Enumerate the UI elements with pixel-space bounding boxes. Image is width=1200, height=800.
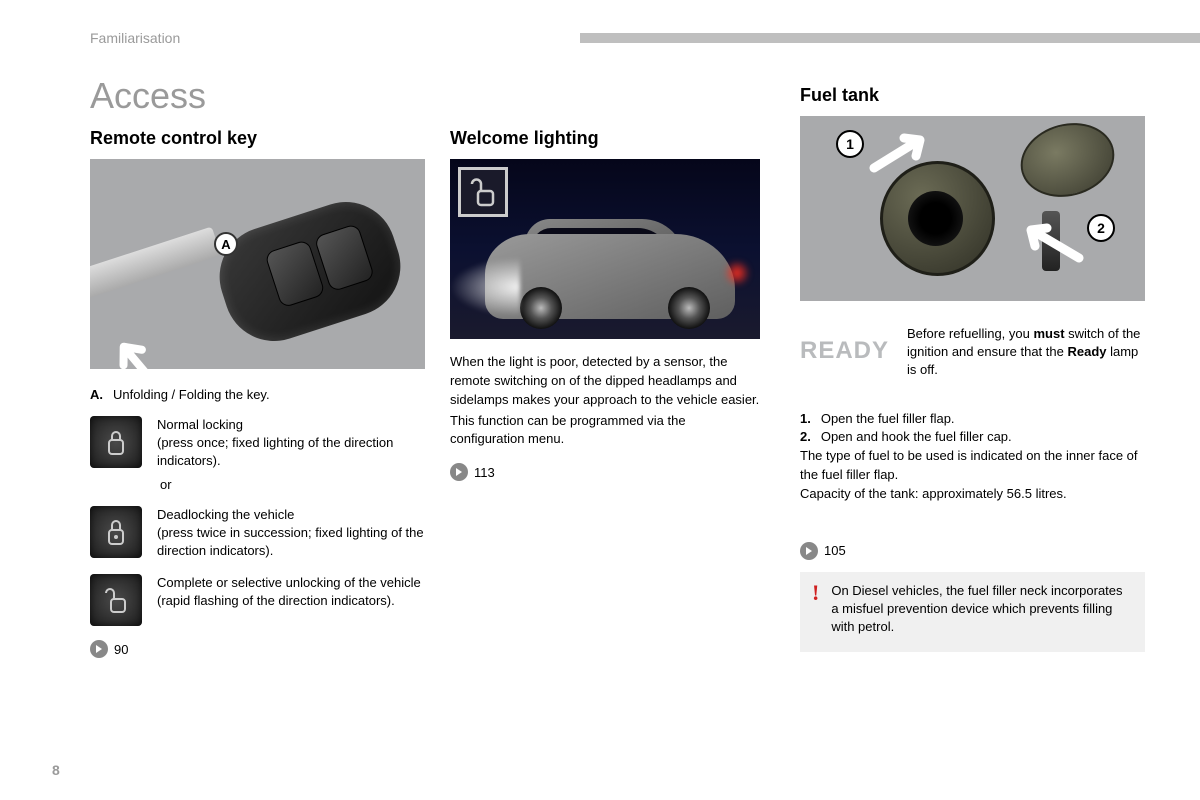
heading-welcome-lighting: Welcome lighting (450, 128, 760, 149)
step2-text: Open and hook the fuel filler cap. (821, 428, 1012, 447)
fob-button-unlock-icon (314, 223, 376, 292)
fob-button-lock-icon (264, 239, 326, 308)
item-a: A. Unfolding / Folding the key. (90, 387, 425, 402)
item-a-text: Unfolding / Folding the key. (113, 387, 270, 402)
step-1: 1. Open the fuel filler flap. (800, 410, 1145, 429)
welcome-para1: When the light is poor, detected by a se… (450, 353, 760, 410)
page-ref-icon (800, 542, 818, 560)
callout-badge-a: A (214, 232, 238, 256)
heading-fuel-tank: Fuel tank (800, 85, 1145, 106)
headlight-glow (450, 257, 520, 317)
column-fuel-tank: Fuel tank 1 2 READY Before refuelling, y… (800, 85, 1145, 652)
step1-text: Open the fuel filler flap. (821, 410, 955, 429)
deadlock-icon (90, 506, 142, 558)
ready-bold2: Ready (1067, 344, 1106, 359)
callout-badge-2: 2 (1087, 214, 1115, 242)
section-header: Familiarisation (90, 30, 180, 46)
step2-num: 2. (800, 428, 811, 447)
row-deadlocking: Deadlocking the vehicle (press twice in … (90, 506, 425, 561)
page-ref-number: 90 (114, 642, 128, 657)
unlock-desc: Complete or selective unlocking of the v… (157, 574, 421, 626)
ready-must: must (1033, 326, 1064, 341)
welcome-para2: This function can be programmed via the … (450, 412, 760, 450)
step1-num: 1. (800, 410, 811, 429)
page-ref-icon (450, 463, 468, 481)
lock-open-icon (90, 574, 142, 626)
row-normal-locking: Normal locking (press once; fixed lighti… (90, 416, 425, 471)
unlock-inset-icon (458, 167, 508, 217)
unlock-detail: (rapid flashing of the direction indicat… (157, 593, 395, 608)
header-bar (580, 33, 1200, 43)
fuel-cap-open (1012, 116, 1122, 207)
taillight-glow (722, 261, 752, 285)
ready-row: READY Before refuelling, you must switch… (800, 325, 1145, 380)
image-fuel-tank: 1 2 (800, 116, 1145, 301)
page-ref-90: 90 (90, 640, 425, 658)
fuel-type-text: The type of fuel to be used is indicated… (800, 447, 1145, 485)
deadlock-detail: (press twice in succession; fixed lighti… (157, 525, 424, 558)
heading-remote-key: Remote control key (90, 128, 425, 149)
warning-icon: ! (812, 582, 819, 637)
column-remote-key: Remote control key A A. Unfolding / Fold… (90, 128, 425, 658)
page-ref-icon (90, 640, 108, 658)
lock-desc: Normal locking (press once; fixed lighti… (157, 416, 425, 471)
deadlock-title: Deadlocking the vehicle (157, 507, 294, 522)
ready-t1: Before refuelling, you (907, 326, 1033, 341)
image-remote-key: A (90, 159, 425, 369)
column-welcome-lighting: Welcome lighting When the light is poor,… (450, 128, 760, 481)
lock-title: Normal locking (157, 417, 243, 432)
car-wheel-front (520, 287, 562, 329)
key-blade (90, 227, 221, 302)
page-ref-113: 113 (450, 463, 760, 481)
page-number: 8 (52, 762, 60, 778)
ready-text: Before refuelling, you must switch of th… (907, 325, 1145, 380)
image-welcome-lighting (450, 159, 760, 339)
key-fob (207, 189, 414, 354)
ready-indicator: READY (800, 337, 889, 365)
page-ref-number: 113 (474, 465, 495, 480)
arrow-2-icon (1017, 220, 1087, 270)
fuel-steps: 1. Open the fuel filler flap. 2. Open and … (800, 410, 1145, 448)
arrow-1-icon (868, 128, 938, 178)
lock-detail: (press once; fixed lighting of the direc… (157, 435, 393, 468)
fuel-capacity-text: Capacity of the tank: approximately 56.5… (800, 485, 1145, 504)
page-ref-105: 105 (800, 542, 1145, 560)
row-unlocking: Complete or selective unlocking of the v… (90, 574, 425, 626)
arrow-up-icon (92, 317, 177, 369)
item-a-label: A. (90, 387, 103, 402)
or-text: or (160, 477, 425, 492)
step-2: 2. Open and hook the fuel filler cap. (800, 428, 1145, 447)
callout-badge-1: 1 (836, 130, 864, 158)
deadlock-desc: Deadlocking the vehicle (press twice in … (157, 506, 425, 561)
unlock-title: Complete or selective unlocking of the v… (157, 575, 421, 590)
page-ref-number: 105 (824, 543, 846, 558)
fuel-filler-hole (908, 191, 963, 246)
info-box-diesel: ! On Diesel vehicles, the fuel filler ne… (800, 572, 1145, 653)
lock-closed-icon (90, 416, 142, 468)
info-text: On Diesel vehicles, the fuel filler neck… (831, 582, 1133, 637)
page-title: Access (90, 75, 206, 117)
car-wheel-rear (668, 287, 710, 329)
